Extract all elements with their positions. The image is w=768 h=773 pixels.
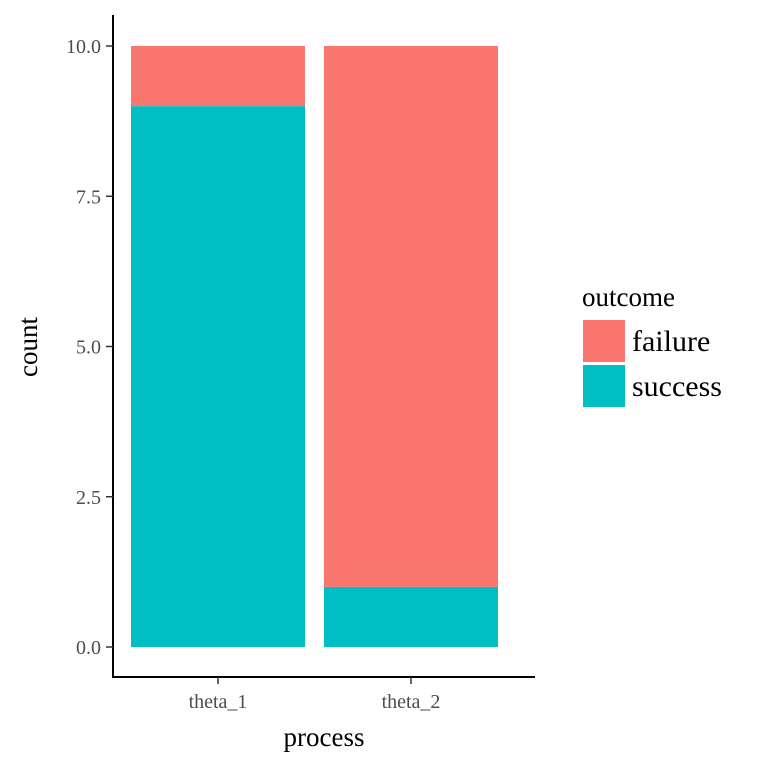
y-tick-label: 5.0 [76,337,101,359]
y-ticks: 0.0 2.5 5.0 7.5 10.0 [66,36,113,659]
legend: outcome failure success [582,282,722,407]
legend-key-success [583,365,625,407]
x-axis-title: process [284,722,365,752]
legend-key-failure [583,320,625,362]
bar-theta-2-success [324,586,498,647]
y-tick-label: 2.5 [76,487,101,509]
x-tick-label-theta-2: theta_2 [382,691,441,713]
bar-theta-1-success [131,106,305,648]
y-tick-label: 0.0 [76,637,101,659]
legend-title: outcome [582,282,675,312]
bar-theta-2-failure [324,46,498,587]
x-tick-label-theta-1: theta_1 [189,691,248,713]
legend-label-success: success [632,370,722,403]
y-tick-label: 7.5 [76,186,101,208]
y-tick-label: 10.0 [66,36,101,58]
bar-theta-1-failure [131,46,305,107]
y-axis-title: count [13,317,43,377]
x-ticks: theta_1 theta_2 [189,677,441,713]
bars-layer [131,46,498,648]
legend-label-failure: failure [632,325,710,358]
